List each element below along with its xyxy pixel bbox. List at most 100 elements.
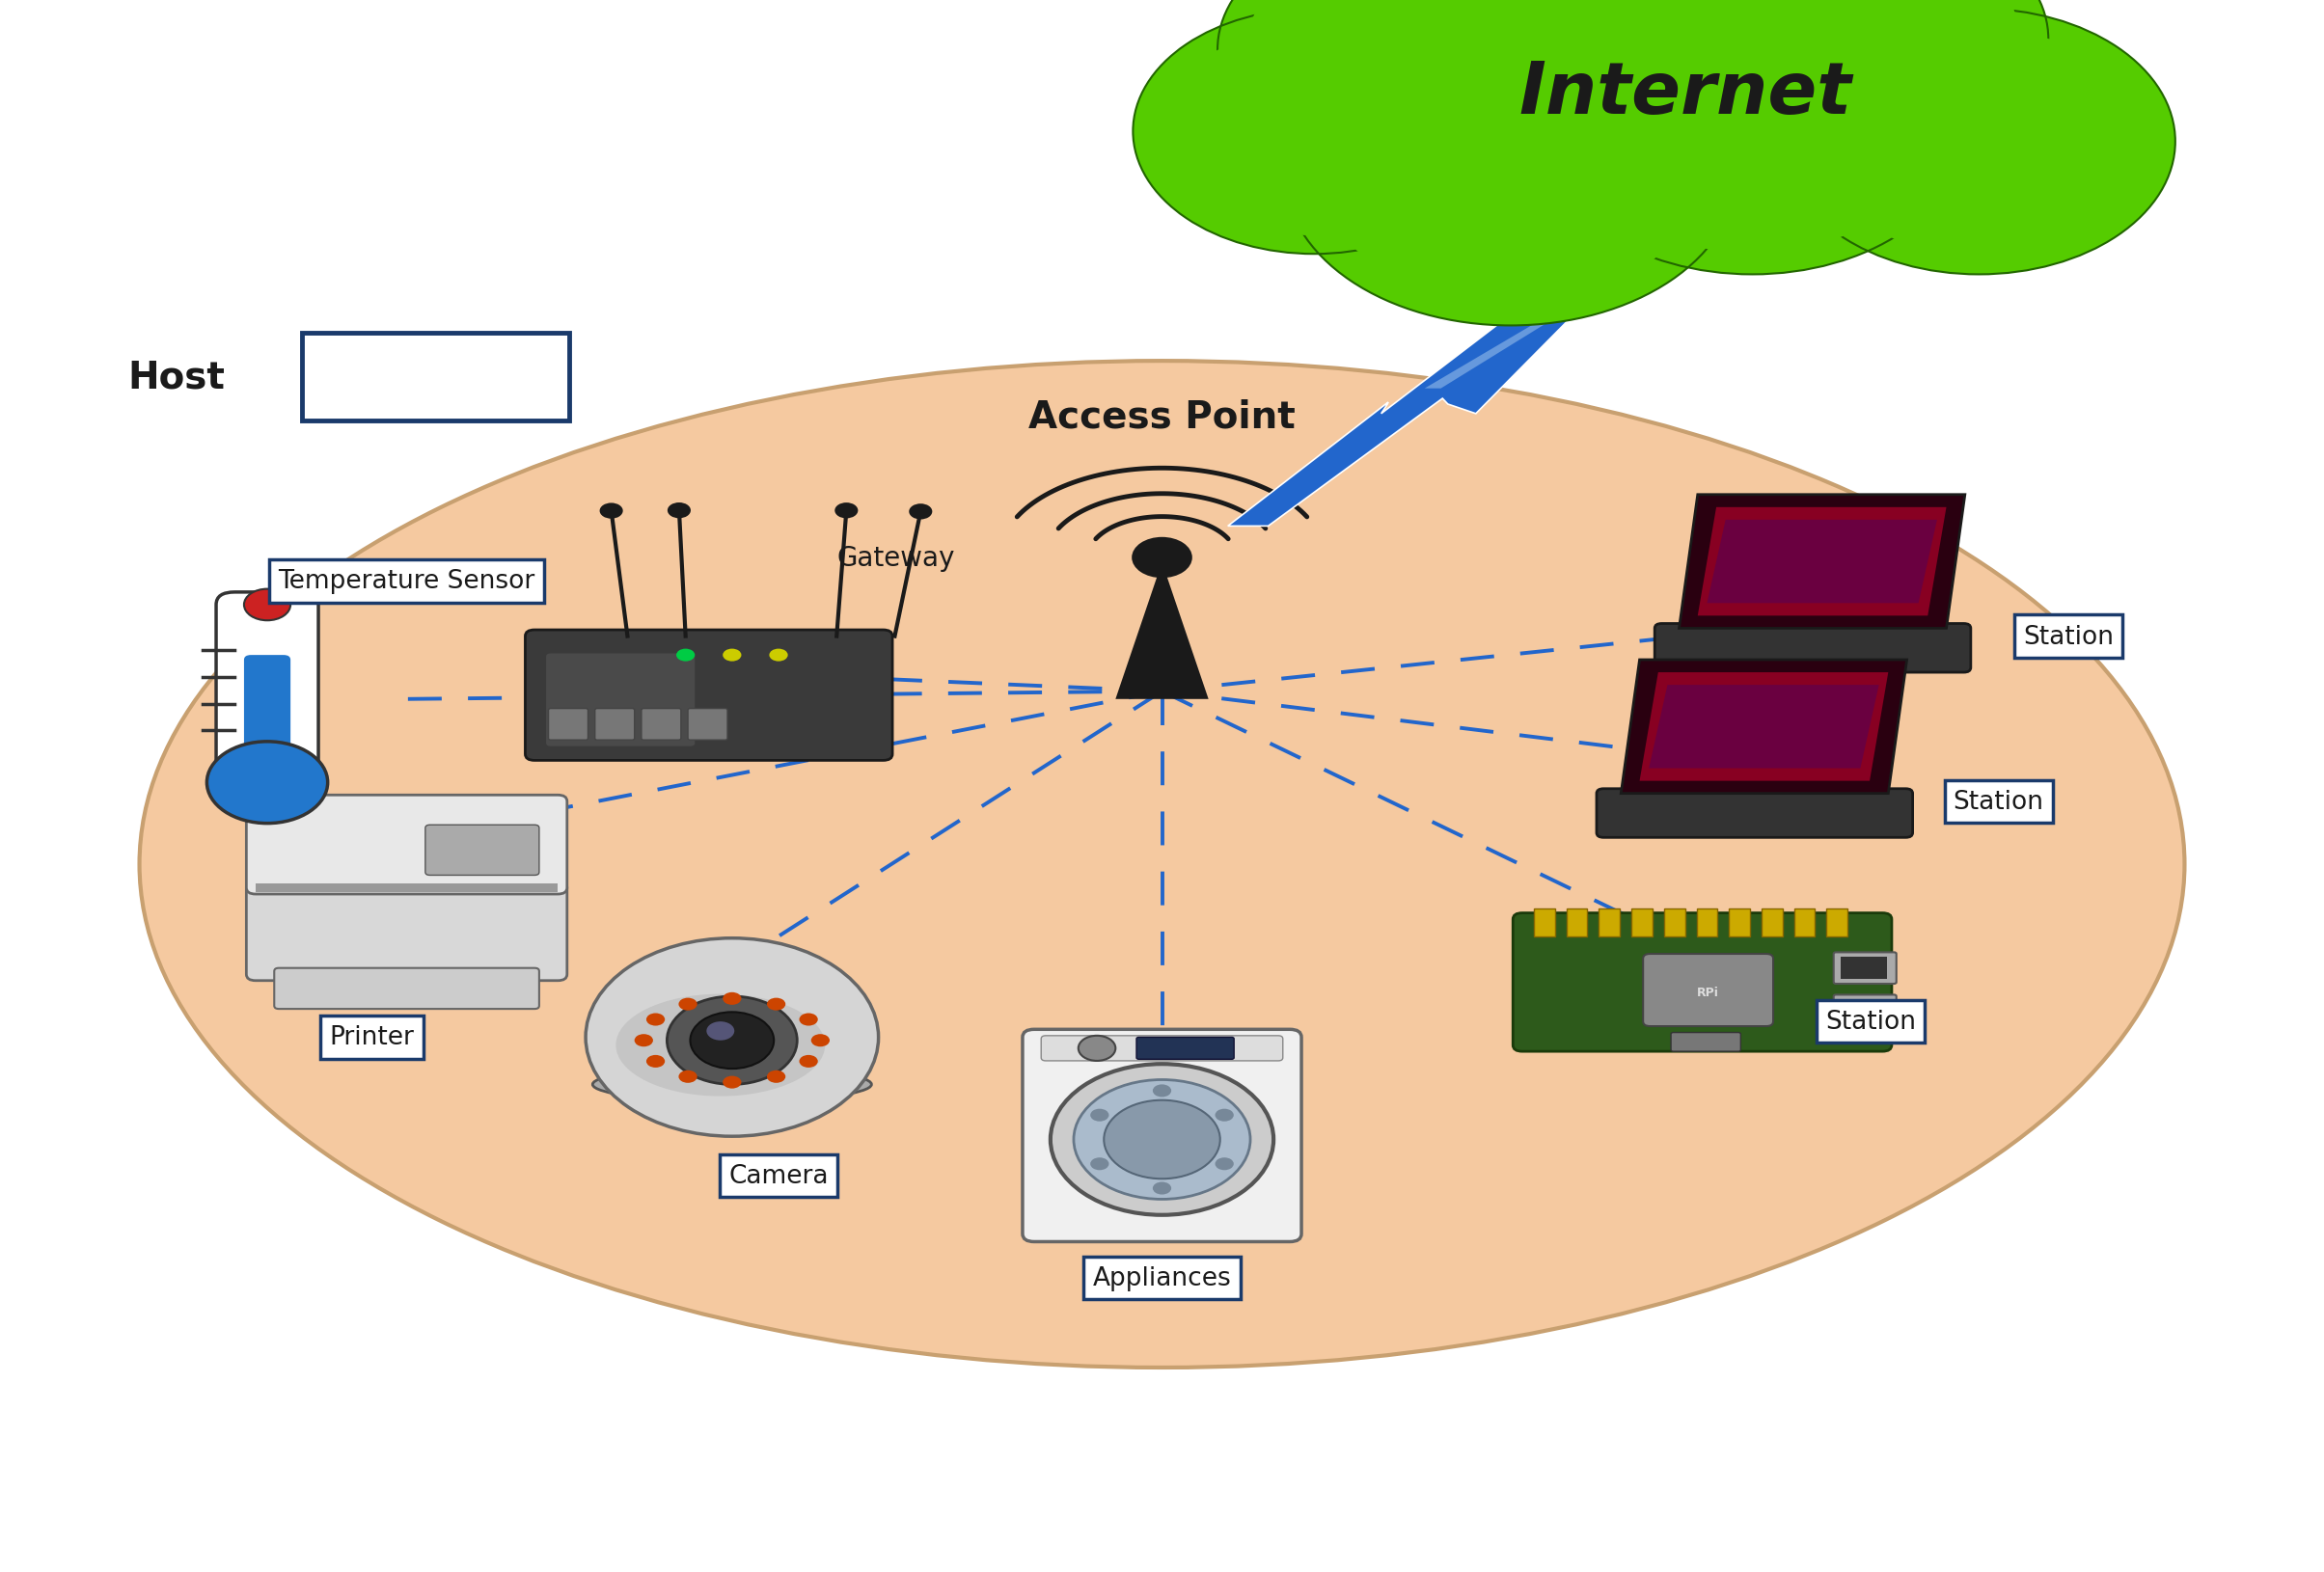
Circle shape xyxy=(646,1055,665,1067)
Circle shape xyxy=(767,998,786,1011)
Circle shape xyxy=(679,998,697,1011)
Circle shape xyxy=(244,590,290,621)
FancyBboxPatch shape xyxy=(546,654,695,747)
Circle shape xyxy=(1446,0,1817,145)
Polygon shape xyxy=(1638,673,1887,781)
Bar xyxy=(1697,909,1717,937)
Circle shape xyxy=(1160,28,1469,236)
Polygon shape xyxy=(1648,685,1878,769)
Circle shape xyxy=(723,992,741,1005)
Circle shape xyxy=(723,649,741,662)
Circle shape xyxy=(634,1034,653,1047)
Ellipse shape xyxy=(139,362,2185,1368)
FancyBboxPatch shape xyxy=(1041,1036,1283,1061)
Text: Station: Station xyxy=(1952,789,2045,814)
FancyBboxPatch shape xyxy=(1643,954,1773,1027)
Circle shape xyxy=(706,1022,734,1041)
Text: Access Point: Access Point xyxy=(1030,398,1294,435)
Circle shape xyxy=(811,1034,830,1047)
FancyBboxPatch shape xyxy=(1834,953,1896,984)
Circle shape xyxy=(586,938,878,1137)
Bar xyxy=(1566,909,1587,937)
Circle shape xyxy=(1078,1036,1116,1061)
Text: Internet: Internet xyxy=(1518,60,1852,129)
Polygon shape xyxy=(1697,508,1948,616)
Circle shape xyxy=(1090,1110,1109,1122)
Circle shape xyxy=(1669,0,2047,168)
FancyBboxPatch shape xyxy=(425,825,539,876)
Text: RPi: RPi xyxy=(1697,986,1720,998)
Circle shape xyxy=(646,1014,665,1027)
Circle shape xyxy=(799,1055,818,1067)
Circle shape xyxy=(1573,11,1931,253)
Text: Gateway: Gateway xyxy=(837,544,955,572)
FancyBboxPatch shape xyxy=(1513,913,1892,1052)
Text: Printer: Printer xyxy=(330,1025,414,1050)
Ellipse shape xyxy=(593,1067,872,1102)
FancyBboxPatch shape xyxy=(1136,1038,1234,1060)
Circle shape xyxy=(679,1071,697,1083)
Circle shape xyxy=(1215,1110,1234,1122)
Circle shape xyxy=(834,503,858,519)
Circle shape xyxy=(667,997,797,1085)
Circle shape xyxy=(1246,0,1564,159)
Circle shape xyxy=(1132,9,1494,255)
FancyBboxPatch shape xyxy=(246,795,567,894)
Bar xyxy=(1534,909,1555,937)
Circle shape xyxy=(676,649,695,662)
Bar xyxy=(1631,909,1652,937)
Circle shape xyxy=(1090,1157,1109,1170)
Circle shape xyxy=(1074,1080,1250,1199)
Circle shape xyxy=(769,649,788,662)
Circle shape xyxy=(1215,1157,1234,1170)
Bar xyxy=(1599,909,1620,937)
Polygon shape xyxy=(1227,283,1606,527)
FancyBboxPatch shape xyxy=(246,882,567,981)
Text: Temperature Sensor: Temperature Sensor xyxy=(279,569,535,594)
Text: Host: Host xyxy=(128,358,225,396)
Polygon shape xyxy=(1620,660,1906,794)
FancyBboxPatch shape xyxy=(548,709,588,740)
FancyBboxPatch shape xyxy=(1671,1033,1741,1052)
FancyBboxPatch shape xyxy=(1841,1000,1887,1022)
Circle shape xyxy=(1132,538,1192,578)
Circle shape xyxy=(1153,1182,1171,1195)
Text: Camera: Camera xyxy=(730,1163,827,1188)
Text: Station: Station xyxy=(2022,624,2115,649)
FancyBboxPatch shape xyxy=(1841,957,1887,979)
Circle shape xyxy=(1697,0,2020,149)
Bar xyxy=(256,883,558,893)
Bar xyxy=(1827,909,1848,937)
Polygon shape xyxy=(1116,563,1208,700)
Circle shape xyxy=(799,1014,818,1027)
Circle shape xyxy=(1813,30,2145,255)
Text: Appliances: Appliances xyxy=(1092,1265,1232,1291)
FancyBboxPatch shape xyxy=(525,630,892,761)
Circle shape xyxy=(1153,1085,1171,1097)
Polygon shape xyxy=(1678,495,1966,629)
FancyBboxPatch shape xyxy=(244,656,290,783)
Text: Station: Station xyxy=(1824,1009,1917,1034)
FancyBboxPatch shape xyxy=(641,709,681,740)
Circle shape xyxy=(667,503,690,519)
Circle shape xyxy=(1104,1100,1220,1179)
Circle shape xyxy=(1050,1064,1274,1215)
FancyBboxPatch shape xyxy=(1023,1030,1301,1242)
FancyBboxPatch shape xyxy=(274,968,539,1009)
Circle shape xyxy=(1783,9,2175,275)
Circle shape xyxy=(1283,19,1736,327)
FancyBboxPatch shape xyxy=(1597,789,1913,838)
FancyBboxPatch shape xyxy=(688,709,727,740)
FancyBboxPatch shape xyxy=(595,709,634,740)
Circle shape xyxy=(767,1071,786,1083)
Circle shape xyxy=(600,503,623,519)
Circle shape xyxy=(1318,42,1703,303)
FancyBboxPatch shape xyxy=(216,593,318,799)
Bar xyxy=(1794,909,1815,937)
Circle shape xyxy=(1541,0,1964,275)
Ellipse shape xyxy=(616,995,825,1097)
Polygon shape xyxy=(1425,299,1587,390)
FancyBboxPatch shape xyxy=(1655,624,1971,673)
Circle shape xyxy=(207,742,328,824)
FancyBboxPatch shape xyxy=(1834,995,1896,1027)
